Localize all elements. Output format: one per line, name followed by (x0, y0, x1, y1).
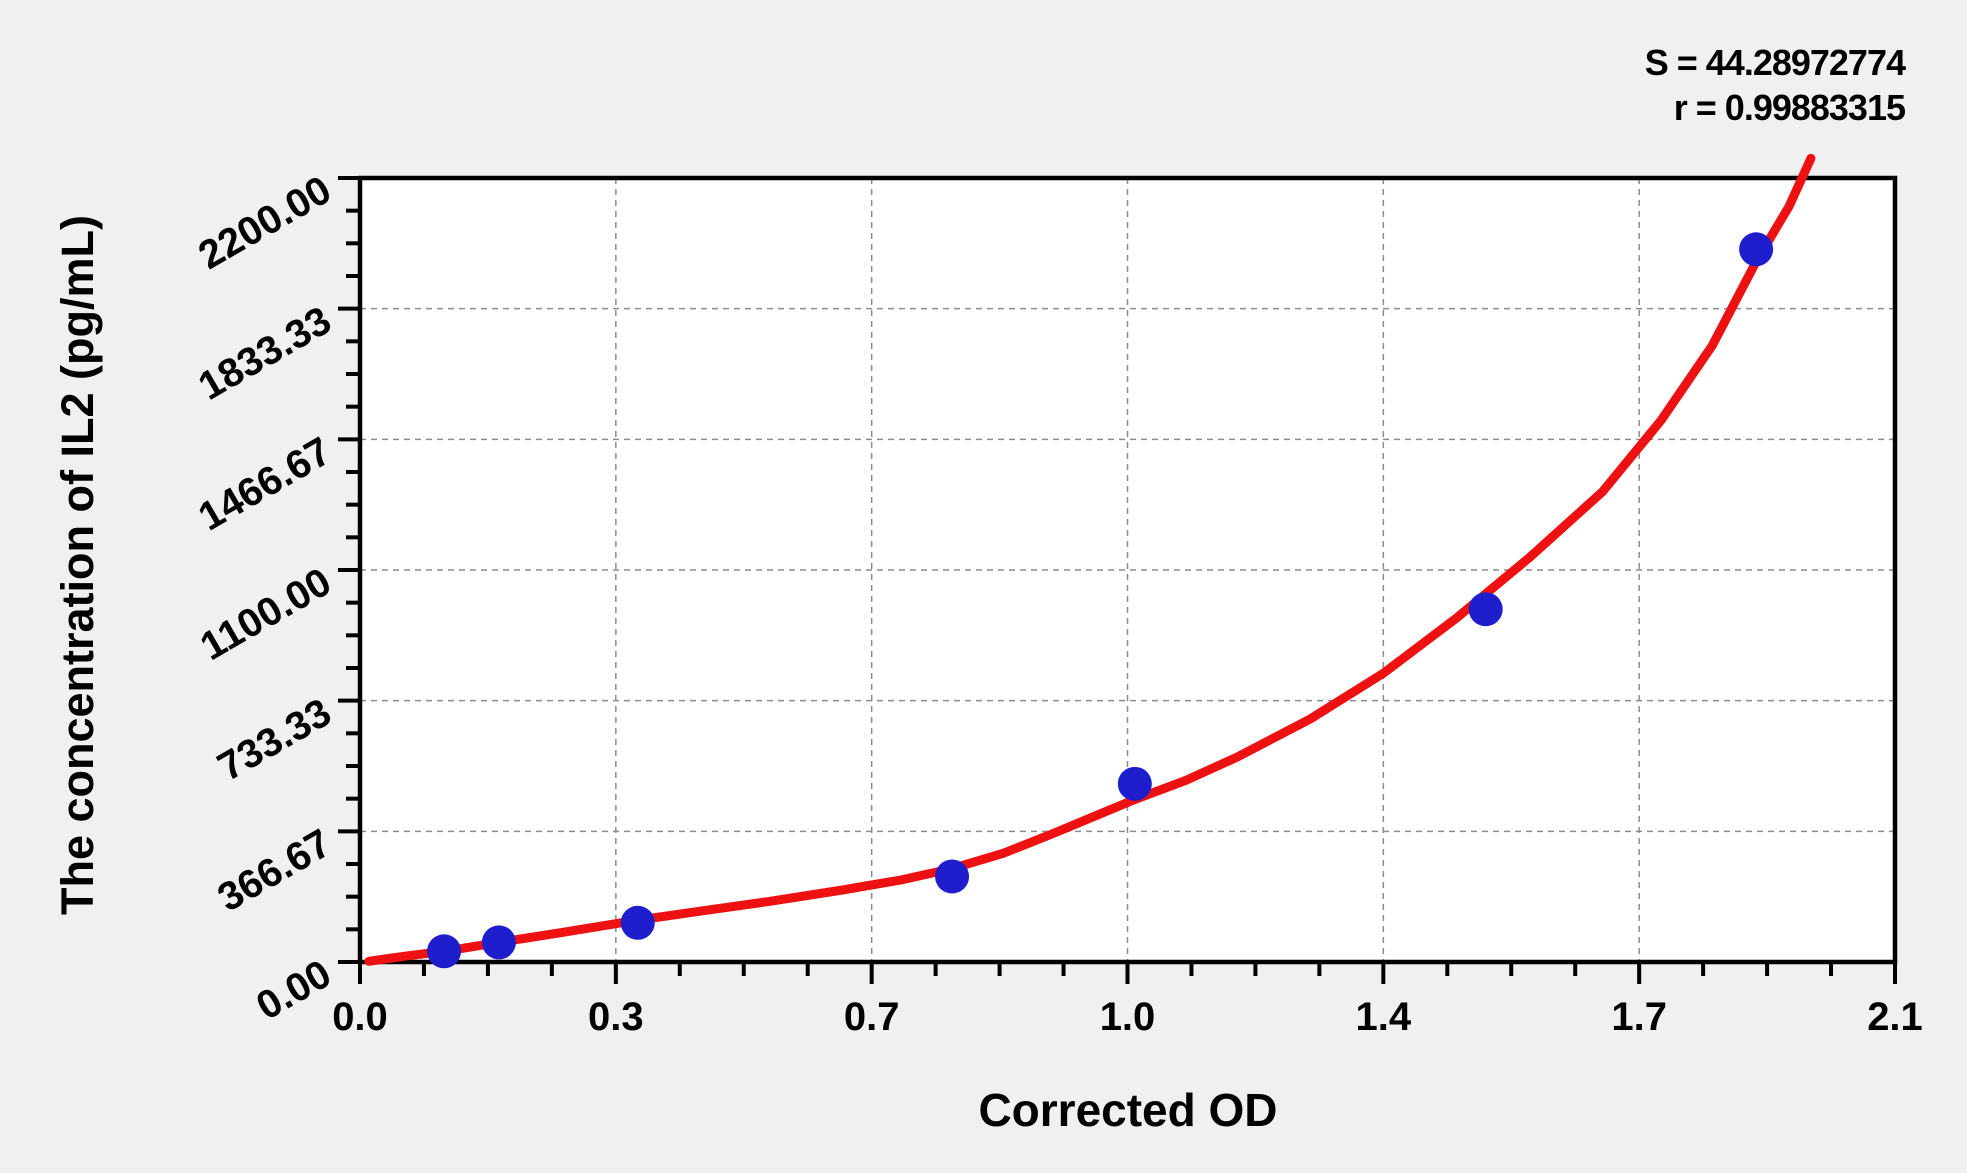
y-tick-label: 1466.67 (191, 429, 338, 539)
data-point (620, 905, 655, 940)
y-tick-labels: 0.00 366.67 733.33 1100.00 1466.67 1833.33 220… (191, 168, 338, 1029)
y-tick-label: 2200.00 (191, 168, 338, 278)
x-tick-label: 2.1 (1867, 995, 1923, 1039)
data-point (481, 925, 516, 960)
data-point (1739, 232, 1774, 267)
plot-area (360, 178, 1895, 962)
data-point (935, 859, 970, 894)
x-tick-label: 0.7 (844, 995, 900, 1039)
r-statistic: r = 0.99883315 (1673, 87, 1906, 128)
x-tick-label: 0.0 (332, 995, 388, 1039)
x-tick-labels: 0.0 0.3 0.7 1.0 1.4 1.7 2.1 (332, 995, 1923, 1039)
data-point (1468, 592, 1503, 627)
data-point (1117, 766, 1152, 801)
y-tick-label: 1100.00 (193, 560, 338, 669)
axis-ticks (338, 176, 1897, 984)
gridlines (360, 178, 1895, 962)
x-tick-label: 0.3 (588, 995, 644, 1039)
fit-curve-line (364, 153, 1816, 966)
data-point (427, 934, 462, 969)
x-tick-label: 1.4 (1356, 995, 1412, 1039)
data-points (427, 232, 1774, 969)
x-tick-label: 1.7 (1611, 995, 1667, 1039)
fit-statistics: S = 44.28972774 r = 0.99883315 (1644, 40, 1906, 130)
y-axis-title: The concentration of IL2 (pg/mL) (52, 215, 103, 915)
y-tick-label: 366.67 (211, 821, 339, 920)
x-tick-label: 1.0 (1100, 995, 1156, 1039)
y-tick-label: 1833.33 (191, 298, 338, 408)
x-axis-title: Corrected OD (978, 1084, 1278, 1136)
y-tick-label: 0.00 (249, 952, 338, 1029)
s-statistic: S = 44.28972774 (1644, 42, 1906, 83)
y-tick-label: 733.33 (211, 690, 339, 789)
